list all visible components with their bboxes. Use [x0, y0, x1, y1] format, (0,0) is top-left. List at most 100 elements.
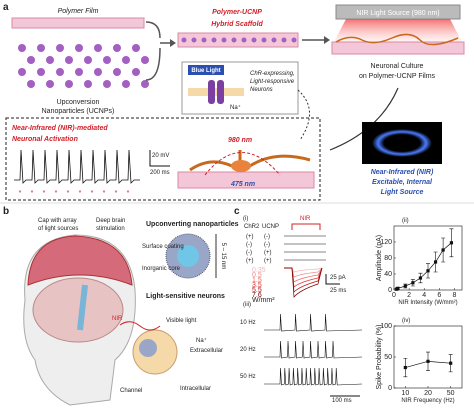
nir-beam	[334, 19, 462, 42]
nir-arc	[204, 152, 281, 176]
chr-label: ChR-expressing,	[250, 71, 295, 77]
nir-label: NIR	[112, 316, 123, 322]
current-trace	[284, 267, 323, 283]
x-tick-label: 0	[392, 292, 396, 299]
channel	[217, 80, 224, 104]
np-core	[177, 245, 199, 267]
channel	[208, 80, 215, 104]
y-axis-label: Amplitude (pA)	[376, 235, 383, 281]
nir-bracket	[291, 223, 321, 230]
scaffold-film	[177, 32, 299, 48]
particle	[141, 56, 149, 64]
spike-trace	[14, 149, 140, 184]
condition-sign: (+)	[264, 250, 272, 256]
frequency-label: 20 Hz	[240, 347, 256, 353]
activation-film	[177, 171, 315, 189]
particle	[94, 68, 102, 76]
data-point	[396, 286, 400, 290]
legend-entry: 7.6	[252, 292, 262, 299]
np-title: Upconverting nanoparticles	[146, 221, 239, 228]
particle	[271, 37, 277, 43]
size-label: 5 – 15 nm	[220, 243, 226, 270]
neurons	[335, 33, 459, 46]
stimulus-star: *	[19, 190, 22, 197]
activation-title: Near-Infrared (NIR)-mediated	[12, 125, 108, 132]
particle	[94, 44, 102, 52]
cap-label: of light sources	[38, 226, 78, 232]
condition-sign: (-)	[264, 242, 270, 248]
particle	[37, 68, 45, 76]
panel-label: c	[234, 206, 240, 217]
scale-label: 25 pA	[330, 275, 346, 281]
data-point	[441, 248, 445, 252]
data-point	[426, 269, 430, 273]
stimulus-star: *	[127, 190, 130, 197]
stimulus-star: *	[103, 190, 106, 197]
condition-sign: (+)	[264, 258, 272, 264]
x-axis-label: NIR Frequency (Hz)	[401, 398, 454, 404]
surface-label: Surface coating	[142, 244, 184, 250]
channel-label: Channel	[120, 388, 142, 394]
particle	[241, 37, 247, 43]
particle	[113, 44, 121, 52]
cap-label: Cap with array	[38, 218, 77, 224]
particle	[56, 68, 64, 76]
particle	[291, 37, 297, 43]
internal-label: Near-Infrared (NIR)	[371, 169, 434, 176]
scale-label: 20 mV	[152, 153, 169, 159]
dotted-arrow	[297, 89, 310, 141]
cell-particle	[139, 339, 157, 357]
frequency-label: 50 Hz	[240, 374, 256, 380]
blue-wavelength: 475 nm	[230, 181, 255, 188]
extracellular-label: Extracellular	[190, 348, 223, 354]
scaffold-title: Polymer-UCNP	[212, 9, 262, 16]
scale-label: 100 ms	[332, 398, 352, 404]
scaffold-particles	[181, 37, 297, 43]
current-trace	[284, 267, 323, 278]
scaffold-title: Hybrid Scaffold	[211, 21, 263, 28]
stimulus-star: *	[67, 190, 70, 197]
brain	[32, 277, 124, 343]
chr-label: Light-responsive	[250, 79, 295, 85]
sub-label: (iii)	[243, 302, 251, 308]
particle	[75, 44, 83, 52]
arrow-head	[324, 36, 330, 44]
current-traces: 0.350.51.53.55.57.6W/mm²	[252, 267, 323, 304]
intracellular-label: Intracellular	[180, 386, 211, 392]
y-tick-label: 0	[388, 287, 392, 294]
deep-label: Deep brain	[96, 218, 125, 224]
activation-title: Neuronal Activation	[12, 136, 78, 143]
blue-light-label: Blue Light	[191, 68, 220, 74]
nir-source-label: NIR Light Source (980 nm)	[356, 10, 439, 17]
particle	[141, 80, 149, 88]
legend-entry: 0.35	[252, 267, 266, 274]
particle	[56, 44, 64, 52]
x-tick-label: 2	[407, 292, 411, 299]
blue-light-tag	[188, 65, 224, 75]
condition-sign: (+)	[246, 234, 254, 240]
x-tick-label: 50	[447, 390, 455, 397]
y-tick-label: 40	[384, 271, 392, 278]
particle	[18, 44, 26, 52]
panel-label: b	[3, 206, 9, 217]
merge-arrow	[145, 21, 172, 81]
x-axis-label: NIR Intensity (W/mm²)	[398, 300, 457, 306]
particle	[84, 56, 92, 64]
nir-label: NIR	[300, 216, 311, 222]
sub-label: (iv)	[402, 318, 410, 324]
panel-label: a	[3, 2, 9, 13]
culture-label: on Polymer-UCNP Films	[359, 73, 436, 80]
visible-label: Visible light	[166, 318, 197, 324]
stimulus-star: *	[31, 190, 34, 197]
current-trace	[284, 267, 323, 293]
y-tick-label: 50	[384, 354, 392, 361]
stimulus-star: *	[55, 190, 58, 197]
ucnp-label: UCNP	[262, 224, 279, 230]
particle	[18, 68, 26, 76]
scale-label: 25 ms	[330, 288, 346, 294]
y-tick-label: 100	[380, 323, 392, 330]
particle	[113, 68, 121, 76]
plot-frame	[393, 225, 463, 291]
particle	[27, 80, 35, 88]
